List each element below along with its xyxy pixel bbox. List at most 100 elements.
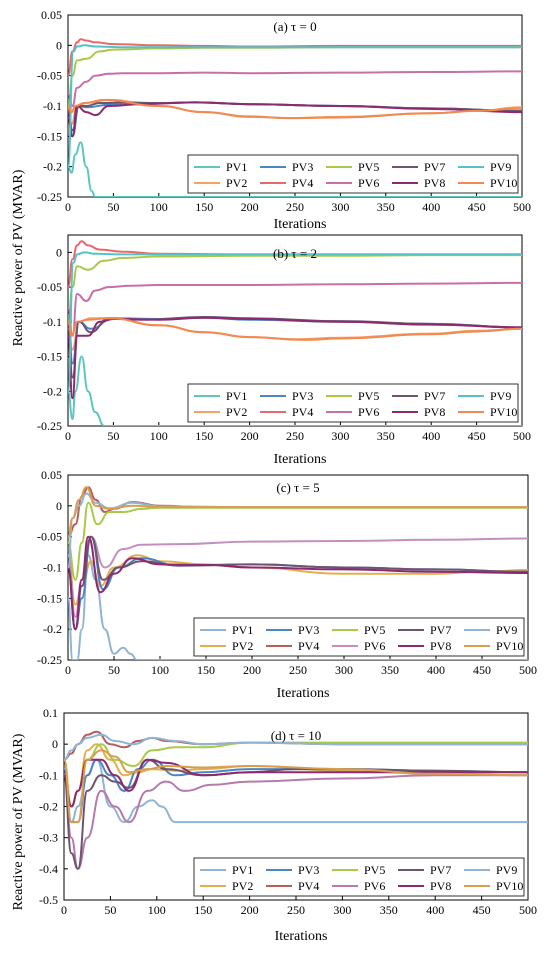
series-group (64, 730, 528, 870)
x-tick-label: 100 (148, 903, 166, 917)
x-tick-label: 350 (380, 903, 398, 917)
x-tick-label: 500 (519, 663, 537, 677)
y-tick-label: -0.4 (39, 862, 58, 876)
x-tick-label: 250 (289, 663, 307, 677)
legend-label-pv3: PV3 (292, 389, 313, 403)
y-tick-label: -0.2 (43, 160, 62, 174)
x-tick-label: 0 (61, 903, 67, 917)
legend-label-pv2: PV2 (226, 176, 247, 190)
chart-panel-2: 0 50 100 150 200 250 300 350 400 450 500 0 -0.05 -0.1… (37, 234, 531, 467)
x-tick-label: 100 (151, 663, 169, 677)
legend-label-pv9: PV9 (490, 389, 511, 403)
y-tick-label: 0.1 (43, 706, 58, 720)
legend-label-pv5: PV5 (358, 160, 379, 174)
x-axis-label: Iterations (274, 217, 327, 232)
y-tick-label: -0.05 (37, 530, 62, 544)
legend-label-pv1: PV1 (226, 389, 247, 403)
legend-label-pv5: PV5 (364, 623, 385, 637)
legend-label-pv3: PV3 (292, 160, 313, 174)
x-tick-label: 50 (107, 429, 119, 443)
y-tick-label: -0.15 (37, 350, 62, 364)
x-tick-label: 500 (513, 200, 531, 214)
series-line-pv6 (64, 774, 528, 870)
legend-label-pv7: PV7 (430, 863, 451, 877)
legend-label-pv9: PV9 (496, 863, 517, 877)
x-tick-label: 250 (287, 903, 305, 917)
y-tick-label: 0 (56, 245, 62, 259)
legend-label-pv8: PV8 (424, 405, 445, 419)
series-line-pv10 (68, 317, 522, 341)
legend-label-pv8: PV8 (430, 879, 451, 893)
x-axis-label: Iterations (275, 929, 328, 944)
series-line-pv1 (64, 758, 528, 824)
y-tick-label: -0.5 (39, 893, 58, 907)
legend-label-pv3: PV3 (298, 863, 319, 877)
y-tick-label: -0.1 (43, 315, 62, 329)
legend-label-pv1: PV1 (232, 623, 253, 637)
y-tick-label: -0.1 (43, 561, 62, 575)
series-line-pv1 (68, 141, 522, 197)
x-tick-label: 500 (513, 429, 531, 443)
chart-title: (a) τ = 0 (273, 19, 316, 34)
chart-title: (c) τ = 5 (276, 480, 319, 495)
series-line-pv1 (68, 355, 522, 426)
legend-label-pv6: PV6 (358, 405, 379, 419)
series-line-pv10 (64, 749, 528, 824)
legend: PV1 PV3 PV5 PV7 PV9 PV2 PV4 PV6 PV8 PV10 (187, 154, 519, 194)
series-line-pv8 (68, 316, 522, 400)
y-tick-label: -0.05 (37, 69, 62, 83)
x-tick-label: 450 (468, 200, 486, 214)
legend-label-pv10: PV10 (490, 176, 517, 190)
legend-label-pv4: PV4 (298, 879, 319, 893)
series-line-pv7 (68, 535, 528, 631)
series-line-pv10 (68, 98, 522, 120)
legend-label-pv1: PV1 (232, 863, 253, 877)
series-line-pv9 (64, 733, 528, 761)
legend-label-pv7: PV7 (430, 623, 451, 637)
legend-label-pv6: PV6 (358, 176, 379, 190)
x-tick-label: 200 (241, 200, 259, 214)
legend-box (193, 617, 525, 657)
legend-label-pv4: PV4 (292, 405, 313, 419)
legend-label-pv4: PV4 (298, 639, 319, 653)
y-tick-label: -0.05 (37, 280, 62, 294)
x-tick-label: 200 (241, 429, 259, 443)
series-group (68, 240, 522, 426)
legend-label-pv2: PV2 (232, 639, 253, 653)
x-tick-label: 100 (150, 200, 168, 214)
series-line-pv4 (68, 38, 522, 77)
legend-label-pv7: PV7 (424, 389, 445, 403)
x-tick-label: 500 (519, 903, 537, 917)
x-tick-label: 450 (468, 429, 486, 443)
legend-label-pv5: PV5 (364, 863, 385, 877)
x-axis-label: Iterations (274, 452, 327, 467)
series-group (68, 486, 528, 660)
chart-panel-4: 0 50 100 150 200 250 300 350 400 450 500 0.1 0 -0.1 -0… (39, 706, 537, 944)
legend-label-pv4: PV4 (292, 176, 313, 190)
x-tick-label: 400 (426, 903, 444, 917)
x-tick-label: 250 (286, 429, 304, 443)
legend-label-pv3: PV3 (298, 623, 319, 637)
legend-label-pv1: PV1 (226, 160, 247, 174)
legend-label-pv2: PV2 (232, 879, 253, 893)
x-tick-label: 50 (107, 200, 119, 214)
legend-label-pv8: PV8 (430, 639, 451, 653)
x-tick-label: 100 (150, 429, 168, 443)
x-tick-label: 50 (108, 663, 120, 677)
x-tick-label: 150 (194, 903, 212, 917)
y-tick-label: -0.2 (39, 800, 58, 814)
y-tick-label: -0.2 (43, 622, 62, 636)
x-tick-label: 400 (427, 663, 445, 677)
legend-label-pv10: PV10 (490, 405, 517, 419)
x-tick-label: 300 (335, 663, 353, 677)
y-tick-label: -0.25 (37, 190, 62, 204)
x-tick-label: 0 (65, 200, 71, 214)
x-tick-label: 300 (333, 903, 351, 917)
y-tick-label: 0.05 (41, 8, 62, 22)
y-tick-label: -0.1 (39, 768, 58, 782)
y-tick-label: -0.2 (43, 384, 62, 398)
legend: PV1 PV3 PV5 PV7 PV9 PV2 PV4 PV6 PV8 PV10 (193, 857, 525, 897)
legend-label-pv10: PV10 (496, 879, 523, 893)
